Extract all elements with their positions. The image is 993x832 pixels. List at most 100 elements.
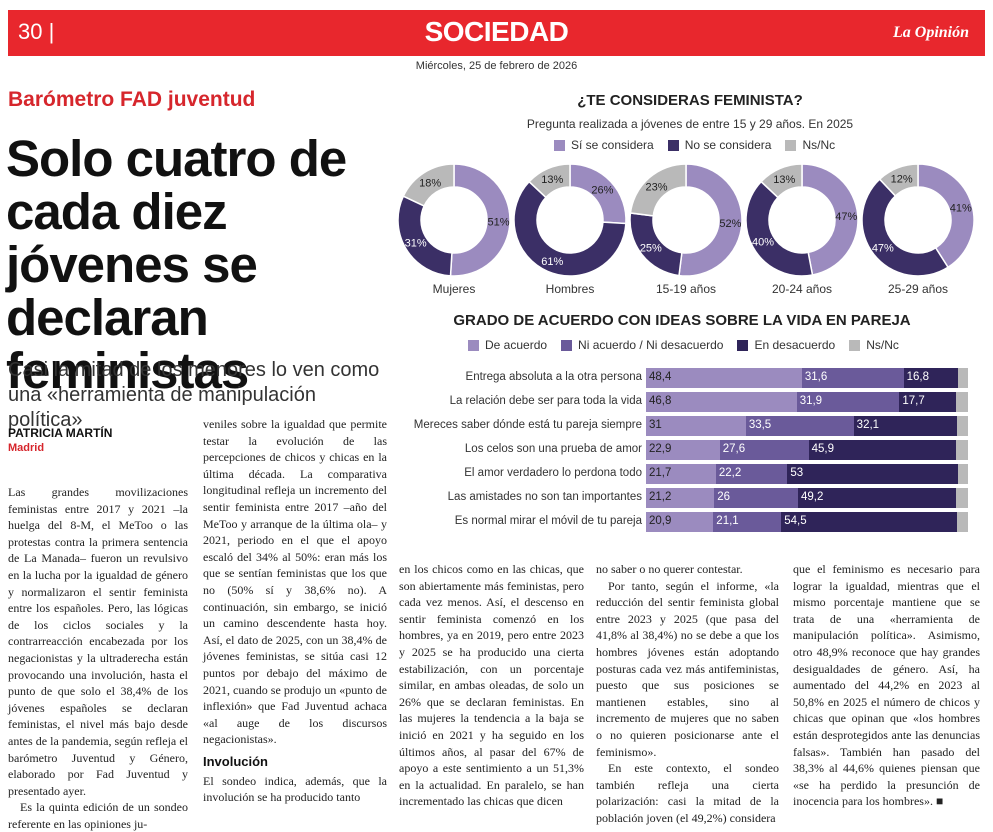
donut-slice [402, 163, 455, 207]
donut-value-label: 13% [541, 174, 563, 186]
bar-row: Es normal mirar el móvil de tu pareja 20,… [392, 512, 972, 532]
body-column-2: veniles sobre la igualdad que permite te… [203, 416, 387, 806]
legend-label: Sí se considera [571, 138, 654, 152]
bar-segment: 27,6 [719, 440, 809, 460]
section-header-bar: 30 | SOCIEDAD La Opinión [8, 10, 985, 56]
bar-value-label: 49,2 [800, 491, 824, 503]
bar-segment: 20,9 [646, 512, 714, 532]
bar-row: La relación debe ser para toda la vida 46… [392, 392, 972, 412]
bar-value-label: 48,4 [649, 371, 672, 383]
donut-group-label: 20-24 años [771, 282, 833, 296]
bar-value-label: 53 [790, 467, 804, 479]
bar-segment: 48,4 [646, 368, 802, 388]
body-paragraph: El sondeo indica, además, que la involuc… [203, 773, 387, 805]
bar-row: Las amistades no son tan importantes 21,2… [392, 488, 972, 508]
bar-value-label: 26 [717, 491, 731, 503]
bar-value-label: 54,5 [784, 515, 807, 527]
bar-category-label: El amor verdadero lo perdona todo [464, 467, 642, 479]
bar-category-label: Las amistades no son tan importantes [447, 491, 642, 503]
bar-segment: 54,5 [781, 512, 957, 532]
bar-segment: 32,1 [853, 416, 958, 436]
donut-value-label: 47% [835, 211, 857, 223]
legend-item-neutral: Ni acuerdo / Ni desacuerdo [561, 338, 723, 352]
donut-slice [745, 180, 814, 277]
body-column-3: en los chicos como en las chicas, que so… [399, 561, 584, 810]
bar-segment: 21,7 [646, 464, 716, 484]
bar-segment: 26 [714, 488, 798, 508]
donut-value-label: 13% [773, 174, 795, 186]
legend-label: Ns/Nc [802, 138, 836, 152]
donut-slice [449, 163, 511, 277]
bar-segment: 31,6 [801, 368, 904, 388]
legend-item-si: Sí se considera [554, 138, 654, 152]
donut-slice [760, 163, 803, 199]
end-mark: ■ [935, 794, 944, 809]
bar-category-label: Entrega absoluta a la otra persona [465, 371, 642, 383]
donut-group-label: Hombres [545, 282, 595, 296]
issue-date: Miércoles, 25 de febrero de 2026 [415, 60, 578, 72]
bar-segment: 22,9 [646, 440, 720, 460]
bar-segment: 22,2 [715, 464, 788, 484]
bar-category-label: La relación debe ser para toda la vida [449, 395, 642, 407]
donut-slice [917, 163, 975, 269]
donut-value-label: 23% [646, 182, 668, 194]
donut-value-label: 52% [719, 218, 741, 230]
bar-category-label: Es normal mirar el móvil de tu pareja [454, 515, 642, 527]
bar-category-label: Mereces saber dónde está tu pareja siemp… [413, 419, 642, 431]
bar-segment: 17,7 [899, 392, 957, 412]
bar-value-label: 33,5 [748, 419, 772, 431]
body-paragraph: que el feminismo es necesario para logra… [793, 561, 980, 810]
bar-segment: 31 [646, 416, 746, 436]
legend-swatch [667, 139, 679, 151]
body-column-4: no saber o no querer contestar. Por tant… [596, 561, 779, 827]
legend-label: No se considera [684, 138, 772, 152]
donut-value-label: 26% [591, 185, 613, 197]
body-paragraph: no saber o no querer contestar. [596, 562, 743, 576]
donut-value-label: 18% [419, 177, 441, 189]
bar-segment: 16,8 [903, 368, 958, 388]
donut-slice [801, 163, 859, 276]
donut-group-label: Mujeres [432, 282, 476, 296]
body-paragraph-text: que el feminismo es necesario para logra… [793, 562, 980, 809]
bar-track: 21,7 22,2 53 [646, 464, 968, 484]
body-paragraph: En este contexto, el sondeo también refl… [596, 761, 779, 825]
donut-legend: Sí se considera No se considera Ns/Nc [554, 138, 835, 152]
bar-value-label: 21,1 [716, 515, 739, 527]
bar-value-label: 31,6 [804, 371, 828, 383]
bar-segment [956, 440, 968, 460]
legend-label: Ni acuerdo / Ni desacuerdo [578, 338, 724, 352]
bar-row: El amor verdadero lo perdona todo 21,7 22,… [392, 464, 972, 484]
body-paragraph: Por tanto, según el informe, «la reducci… [596, 578, 779, 759]
legend-swatch [785, 139, 797, 151]
bar-legend: De acuerdo Ni acuerdo / Ni desacuerdo En… [468, 338, 899, 352]
body-paragraph: Es la quinta edición de un sondeo refere… [8, 800, 188, 831]
donut-slice [629, 163, 687, 217]
bar-value-label: 22,2 [718, 467, 742, 479]
bar-segment: 31,9 [796, 392, 900, 412]
bar-row: Entrega absoluta a la otra persona 48,4 31… [392, 368, 972, 388]
legend-swatch [561, 339, 573, 351]
bar-value-label: 21,7 [649, 467, 672, 479]
article-kicker: Barómetro FAD juventud [8, 88, 256, 111]
donut-slice [528, 163, 571, 199]
legend-label: De acuerdo [485, 338, 548, 352]
body-subheading: Involución [203, 753, 268, 769]
bar-segment [956, 392, 968, 412]
bar-segment: 45,9 [808, 440, 957, 460]
donut-value-label: 47% [872, 242, 894, 254]
body-column-5: que el feminismo es necesario para logra… [793, 561, 980, 810]
article-subhead: Casi la mitad de los menores lo ven como… [8, 359, 380, 431]
bar-value-label: 46,8 [649, 395, 672, 407]
legend-swatch [468, 339, 479, 351]
legend-item-acuerdo: De acuerdo [468, 338, 547, 352]
bar-segment [957, 464, 968, 484]
bar-category-label: Los celos son una prueba de amor [464, 443, 642, 455]
bar-value-label: 20,9 [649, 515, 672, 527]
bar-track: 46,8 31,9 17,7 [646, 392, 968, 412]
bar-segment [957, 416, 968, 436]
body-paragraph: Las grandes movilizaciones feministas en… [8, 485, 188, 798]
bar-value-label: 31,9 [799, 395, 823, 407]
donut-value-label: 12% [891, 174, 913, 186]
bar-value-label: 16,8 [906, 371, 929, 383]
bar-track: 22,9 27,6 45,9 [646, 440, 968, 460]
